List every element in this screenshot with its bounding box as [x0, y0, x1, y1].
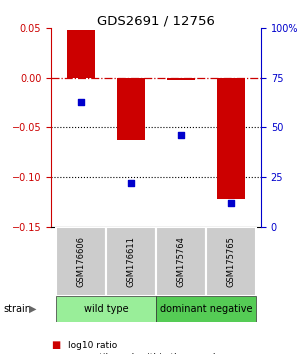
Bar: [117, 78, 145, 140]
Text: wild type: wild type: [84, 304, 128, 314]
Text: GSM176611: GSM176611: [127, 236, 136, 286]
Text: GSM175765: GSM175765: [226, 236, 236, 286]
Text: ▶: ▶: [28, 304, 36, 314]
Point: [229, 200, 233, 206]
Bar: [167, 78, 195, 80]
Bar: [156, 227, 206, 296]
Bar: [56, 296, 156, 322]
Text: percentile rank within the sample: percentile rank within the sample: [68, 353, 220, 354]
Title: GDS2691 / 12756: GDS2691 / 12756: [97, 14, 215, 27]
Point: [129, 180, 134, 186]
Text: strain: strain: [3, 304, 31, 314]
Text: ■: ■: [51, 340, 60, 350]
Text: ■: ■: [51, 353, 60, 354]
Bar: [56, 227, 106, 296]
Text: GSM175764: GSM175764: [176, 236, 185, 286]
Text: dominant negative: dominant negative: [160, 304, 252, 314]
Bar: [156, 296, 256, 322]
Point: [178, 132, 183, 138]
Point: [79, 99, 83, 104]
Text: GSM176606: GSM176606: [76, 235, 85, 287]
Bar: [206, 227, 256, 296]
Bar: [217, 78, 245, 199]
Bar: [67, 30, 95, 78]
Text: log10 ratio: log10 ratio: [68, 341, 117, 350]
Bar: [106, 227, 156, 296]
